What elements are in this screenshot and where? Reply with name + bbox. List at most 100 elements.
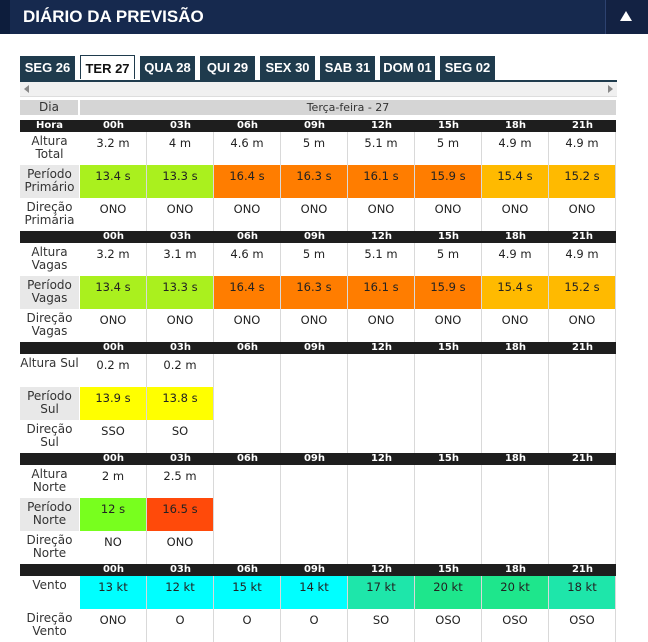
value-cell: 4.9 m — [549, 243, 616, 276]
row-label: Altura Norte — [20, 465, 79, 498]
forecast-header: DIÁRIO DA PREVISÃO — [0, 0, 648, 34]
value-cell: 0.2 m — [80, 354, 147, 387]
value-cell: NO — [80, 531, 147, 564]
hour-header: 15h — [437, 564, 460, 575]
value-cell: 5 m — [281, 132, 348, 165]
row-label: Direção Norte — [20, 531, 79, 564]
hour-header: 03h — [169, 342, 192, 353]
page-title: DIÁRIO DA PREVISÃO — [23, 7, 204, 26]
hour-header: 12h — [370, 342, 393, 353]
value-cell — [482, 465, 549, 498]
value-cell: 15.2 s — [549, 165, 616, 198]
value-cell — [415, 420, 482, 453]
value-cell: ONO — [549, 309, 616, 342]
value-cell: 3.2 m — [80, 132, 147, 165]
value-cell: ONO — [214, 309, 281, 342]
tab-qua-28[interactable]: QUA 28 — [140, 56, 195, 80]
value-cell: 4.9 m — [482, 243, 549, 276]
value-cell: ONO — [80, 309, 147, 342]
value-cell: ONO — [80, 609, 147, 642]
hour-header: 21h — [571, 231, 594, 242]
tab-qui-29[interactable]: QUI 29 — [200, 56, 255, 80]
horizontal-scrollbar[interactable] — [20, 82, 617, 97]
hour-header: 03h — [169, 120, 192, 131]
value-cell: 16.1 s — [348, 276, 415, 309]
tab-sex-30[interactable]: SEX 30 — [260, 56, 315, 80]
hour-bar — [20, 453, 616, 465]
hour-header: 15h — [437, 342, 460, 353]
row-label: Período Vagas — [20, 276, 79, 309]
value-cell: 20 kt — [482, 576, 549, 609]
row-label: Direção Primária — [20, 198, 79, 231]
row-label: Altura Total — [20, 132, 79, 165]
value-cell: 16.3 s — [281, 276, 348, 309]
hour-bar — [20, 564, 616, 576]
value-cell: ONO — [482, 309, 549, 342]
value-cell: ONO — [482, 198, 549, 231]
value-cell: 13.9 s — [80, 387, 147, 420]
tab-seg-26[interactable]: SEG 26 — [20, 56, 75, 80]
value-cell: 15.9 s — [415, 165, 482, 198]
value-cell — [549, 531, 616, 564]
collapse-button[interactable] — [605, 0, 648, 34]
value-cell — [281, 354, 348, 387]
tab-ter-27[interactable]: TER 27 — [80, 55, 135, 79]
hour-header: 18h — [504, 342, 527, 353]
row-label: Altura Sul — [20, 354, 79, 387]
forecast-table: Dia Terça-feira - 27 Hora 00h 03h 06h 09h 12h 15… — [20, 100, 617, 642]
value-cell — [281, 465, 348, 498]
value-cell: 14 kt — [281, 576, 348, 609]
value-cell: ONO — [281, 309, 348, 342]
value-cell: 5.1 m — [348, 243, 415, 276]
value-cell: OSO — [415, 609, 482, 642]
value-cell: ONO — [549, 198, 616, 231]
hour-header: 21h — [571, 564, 594, 575]
row-label: Período Primário — [20, 165, 79, 198]
hour-header: 21h — [571, 342, 594, 353]
row-label: Altura Vagas — [20, 243, 79, 276]
value-cell: O — [147, 609, 214, 642]
value-cell: 20 kt — [415, 576, 482, 609]
hour-header: 03h — [169, 231, 192, 242]
value-cell: ONO — [348, 198, 415, 231]
hour-header: 09h — [303, 231, 326, 242]
hour-header: 12h — [370, 453, 393, 464]
hour-header: 00h — [102, 342, 125, 353]
hour-header: 12h — [370, 120, 393, 131]
chevron-up-icon — [620, 11, 632, 21]
value-cell: 16.4 s — [214, 165, 281, 198]
value-cell: 5 m — [281, 243, 348, 276]
value-cell — [415, 354, 482, 387]
value-cell: 16.1 s — [348, 165, 415, 198]
hour-header: 00h — [102, 564, 125, 575]
scroll-right-icon[interactable] — [608, 85, 613, 93]
value-cell — [214, 531, 281, 564]
hour-header: 15h — [437, 120, 460, 131]
value-cell: 5 m — [415, 132, 482, 165]
tab-dom-01[interactable]: DOM 01 — [380, 56, 435, 80]
hour-header: 06h — [236, 231, 259, 242]
value-cell — [348, 387, 415, 420]
value-cell — [348, 498, 415, 531]
value-cell: 0.2 m — [147, 354, 214, 387]
row-label: Vento — [20, 576, 79, 609]
value-cell — [214, 354, 281, 387]
value-cell: 13.8 s — [147, 387, 214, 420]
hour-header: 09h — [303, 453, 326, 464]
value-cell: 4.6 m — [214, 132, 281, 165]
value-cell — [482, 387, 549, 420]
value-cell: SO — [348, 609, 415, 642]
value-cell — [482, 354, 549, 387]
value-cell: SO — [147, 420, 214, 453]
value-cell: 3.2 m — [80, 243, 147, 276]
value-cell — [281, 531, 348, 564]
scroll-left-icon[interactable] — [24, 85, 29, 93]
header-edge — [0, 0, 10, 34]
hour-header: 03h — [169, 564, 192, 575]
tab-sab-31[interactable]: SAB 31 — [320, 56, 375, 80]
value-cell — [348, 420, 415, 453]
value-cell: ONO — [80, 198, 147, 231]
hour-header: 12h — [370, 231, 393, 242]
tab-seg-02[interactable]: SEG 02 — [440, 56, 495, 80]
value-cell: 12 kt — [147, 576, 214, 609]
